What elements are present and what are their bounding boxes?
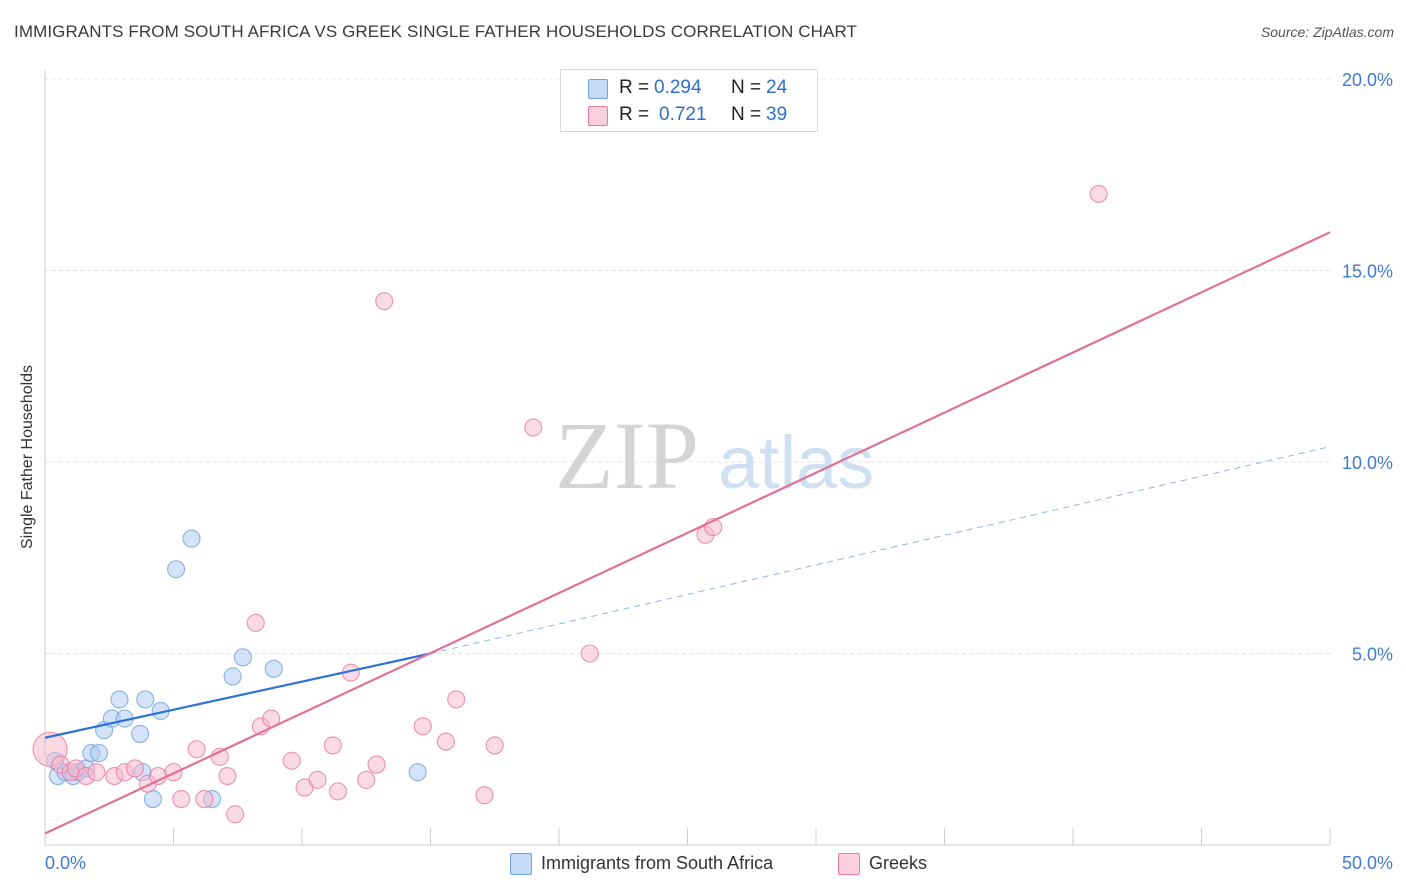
source-attribution: Source: ZipAtlas.com — [1260, 24, 1394, 40]
point-greeks — [282, 751, 301, 770]
point-south-africa — [182, 529, 201, 548]
point-greeks — [357, 770, 376, 789]
point-south-africa — [264, 659, 283, 678]
trend-line-greeks — [44, 231, 1331, 835]
gridlines — [45, 78, 1330, 654]
axes — [44, 70, 1331, 846]
point-greeks — [436, 732, 455, 751]
point-south-africa — [131, 724, 150, 743]
y-tick-label: 20.0% — [1342, 70, 1393, 90]
r-label: R = — [619, 77, 650, 98]
watermark: ZIP atlas — [555, 402, 874, 509]
point-greeks — [475, 786, 494, 805]
point-south-africa — [233, 648, 252, 667]
point-greeks — [485, 736, 504, 755]
point-greeks — [375, 292, 394, 311]
y-tick-label: 15.0% — [1342, 262, 1393, 282]
point-south-africa — [136, 690, 155, 709]
point-greeks — [246, 613, 265, 632]
stats-row-south-africa: R = 0.294 N = 24 — [561, 76, 817, 102]
stats-swatch-greeks — [588, 106, 608, 126]
watermark-zip: ZIP — [555, 402, 699, 509]
n-label: N = — [731, 104, 762, 125]
r-value: 0.721 — [659, 104, 707, 125]
legend-label: Greeks — [869, 853, 928, 873]
point-greeks — [308, 770, 327, 789]
stats-row-greeks: R = 0.721 N = 39 — [561, 103, 817, 129]
trend-lines — [44, 231, 1331, 835]
n-value: 39 — [766, 104, 788, 125]
chart-legend: Immigrants from South Africa Greeks — [0, 852, 1406, 878]
point-south-africa — [143, 789, 162, 809]
point-greeks — [226, 805, 245, 824]
y-tick-label: 10.0% — [1342, 453, 1393, 473]
legend-label: Immigrants from South Africa — [541, 853, 774, 873]
point-greeks — [125, 759, 144, 778]
point-south-africa — [89, 744, 109, 763]
legend-swatch-south-africa — [510, 853, 532, 875]
trend-line-south-africa — [44, 652, 431, 739]
tick-labels: 5.0% 10.0% 15.0% 20.0% 0.0% 50.0% — [45, 70, 1393, 873]
r-value: 0.294 — [654, 77, 702, 98]
point-south-africa — [110, 690, 129, 709]
data-points — [32, 184, 1108, 824]
stats-swatch-south-africa — [588, 79, 608, 99]
chart-title: IMMIGRANTS FROM SOUTH AFRICA VS GREEK SI… — [14, 22, 857, 41]
y-tick-label: 5.0% — [1352, 645, 1393, 665]
point-greeks — [580, 644, 599, 663]
point-greeks — [447, 690, 466, 709]
r-label: R = — [619, 104, 650, 125]
point-south-africa — [223, 667, 242, 686]
point-south-africa — [167, 560, 186, 579]
point-greeks — [172, 789, 191, 809]
watermark-atlas: atlas — [718, 421, 874, 504]
point-greeks — [87, 763, 106, 782]
point-greeks — [323, 736, 342, 755]
point-greeks — [367, 755, 386, 774]
correlation-stats-box: R = 0.294 N = 24 R = 0.721 N = 39 — [560, 69, 818, 132]
x-tick-label: 50.0% — [1342, 853, 1393, 873]
point-greeks — [413, 717, 432, 736]
x-tick-label: 0.0% — [45, 853, 86, 873]
point-greeks — [218, 767, 237, 786]
point-south-africa — [408, 763, 427, 782]
n-value: 24 — [766, 77, 788, 98]
n-label: N = — [731, 77, 762, 98]
point-greeks — [187, 740, 206, 759]
point-greeks — [195, 789, 214, 809]
point-greeks — [328, 782, 348, 801]
point-greeks — [1089, 184, 1108, 203]
point-greeks — [149, 767, 168, 786]
point-greeks — [524, 418, 543, 437]
legend-swatch-greeks — [838, 853, 860, 875]
